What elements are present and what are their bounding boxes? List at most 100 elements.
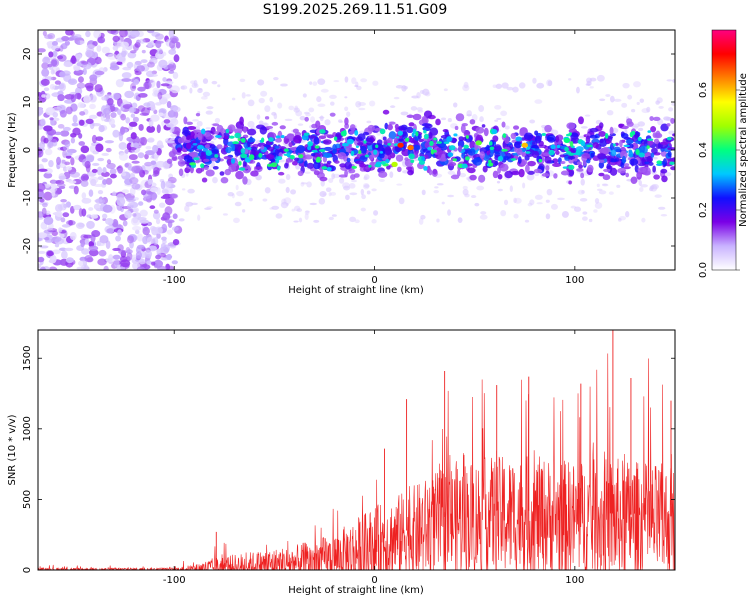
- spectrogram-cell: [547, 80, 553, 87]
- spectrogram-cell: [659, 141, 669, 145]
- spectrogram-cell: [128, 154, 138, 161]
- spectrogram-cell: [613, 98, 622, 102]
- spectrogram-cell: [582, 216, 588, 221]
- spectrogram-cell: [303, 132, 310, 136]
- spectrogram-cell: [274, 145, 280, 149]
- spectrogram-cell: [331, 173, 336, 180]
- spectrogram-cell: [152, 173, 158, 178]
- spectrogram-cell: [568, 128, 577, 134]
- spectrogram-cell: [109, 173, 117, 179]
- spectrogram-cell: [443, 141, 450, 145]
- spectrogram-cell: [205, 127, 211, 130]
- spectrogram-cell: [267, 146, 275, 152]
- spectrogram-cell: [580, 172, 585, 179]
- spectrogram-cell: [538, 158, 543, 163]
- spectrogram-cell: [65, 155, 72, 159]
- spectrogram-cell: [97, 36, 106, 44]
- spectrogram-cell: [596, 74, 605, 82]
- spectrogram-cell: [195, 160, 200, 164]
- spectrogram-cell: [597, 153, 607, 160]
- spectrogram-cell: [155, 218, 161, 225]
- spectrogram-cell: [78, 208, 84, 217]
- spectrogram-cell: [379, 178, 385, 182]
- spectrogram-cell: [220, 177, 229, 184]
- spectrogram-cell: [621, 102, 628, 108]
- spectrogram-cell: [396, 136, 400, 139]
- spectrogram-cell: [562, 166, 568, 169]
- spectrogram-cell: [211, 80, 218, 85]
- spectrogram-cell: [310, 116, 315, 123]
- spectrogram-cell: [628, 150, 634, 158]
- spectrogram-cell: [666, 123, 671, 127]
- spectrogram-cell: [97, 157, 105, 162]
- spectrogram-cell: [274, 137, 282, 143]
- spectrogram-cell: [598, 172, 605, 177]
- spectrogram-cell: [472, 157, 483, 166]
- spectrogram-cell: [264, 105, 271, 113]
- spectrogram-cell: [433, 189, 439, 194]
- spectrogram-cell: [38, 263, 42, 269]
- spectrogram-cell: [93, 183, 104, 188]
- spectrogram-cell: [453, 133, 458, 137]
- spectrogram-cell: [103, 265, 109, 270]
- spectrogram-cell: [81, 248, 90, 255]
- spectrogram-cell: [193, 157, 200, 161]
- spectrogram-cell: [75, 40, 81, 45]
- spectrogram-cell: [64, 247, 74, 252]
- spectrogram-cell: [658, 206, 666, 210]
- spectrogram-cell: [112, 129, 120, 138]
- spectrogram-cell: [139, 112, 150, 116]
- spectrogram-cell: [130, 132, 137, 140]
- spectrogram-cell: [211, 149, 220, 154]
- spectrogram-cell: [154, 102, 162, 106]
- spectrogram-cell: [410, 106, 418, 111]
- spectrogram-cell: [596, 183, 600, 188]
- spectrogram-cell: [50, 69, 55, 75]
- spectrogram-cell: [169, 193, 179, 199]
- spectrogram-cell: [395, 84, 404, 89]
- spectrogram-cell: [64, 161, 71, 166]
- spectrogram-cell: [323, 153, 333, 158]
- spectrogram-cell: [131, 225, 142, 231]
- spectrogram-cell: [214, 154, 219, 158]
- spectrogram-cell: [195, 112, 201, 117]
- spectrogram-cell: [640, 184, 648, 188]
- spectrogram-cell: [264, 187, 271, 194]
- spectrogram-cell: [561, 210, 569, 218]
- spectrogram-cell: [76, 82, 86, 89]
- spectrogram-cell: [239, 78, 246, 83]
- spectrogram-cell: [447, 209, 451, 216]
- spectrogram-cell: [131, 160, 140, 164]
- spectrogram-cell: [168, 150, 176, 158]
- spectrogram-cell: [527, 160, 536, 167]
- spectrogram-cell: [198, 88, 203, 91]
- spectrogram-cell: [666, 136, 672, 141]
- spectrogram-cell: [358, 102, 366, 106]
- spectrogram-cell: [170, 133, 178, 138]
- spectrogram-cell: [541, 132, 547, 136]
- spectrogram-cell: [589, 77, 597, 82]
- spectrogram-cell: [581, 153, 591, 159]
- spectrogram-cell: [116, 197, 126, 206]
- spectrogram-cell: [117, 229, 122, 236]
- spectrogram-cell: [101, 213, 108, 219]
- spectrogram-cell: [73, 185, 79, 195]
- spectrogram-cell: [129, 30, 140, 38]
- spectrogram-cell: [200, 163, 205, 169]
- spectrogram-cell: [100, 112, 106, 122]
- spectrogram-cell: [655, 100, 660, 105]
- spectrogram-cell: [285, 135, 294, 139]
- spectrogram-cell: [365, 137, 374, 146]
- spectrogram-cell: [106, 228, 115, 234]
- spectrogram-peak: [563, 137, 571, 143]
- spectrogram-cell: [89, 74, 98, 81]
- spectrogram-cell: [506, 86, 514, 91]
- spectrogram-cell: [565, 133, 572, 137]
- spectrogram-cell: [150, 160, 157, 166]
- spectrogram-cell: [102, 167, 107, 174]
- spectrogram-cell: [248, 197, 253, 202]
- spectrogram-cell: [77, 260, 87, 267]
- spectrogram-cell: [149, 187, 159, 193]
- spectrogram-cell: [170, 85, 180, 94]
- spectrogram-cell: [258, 97, 265, 104]
